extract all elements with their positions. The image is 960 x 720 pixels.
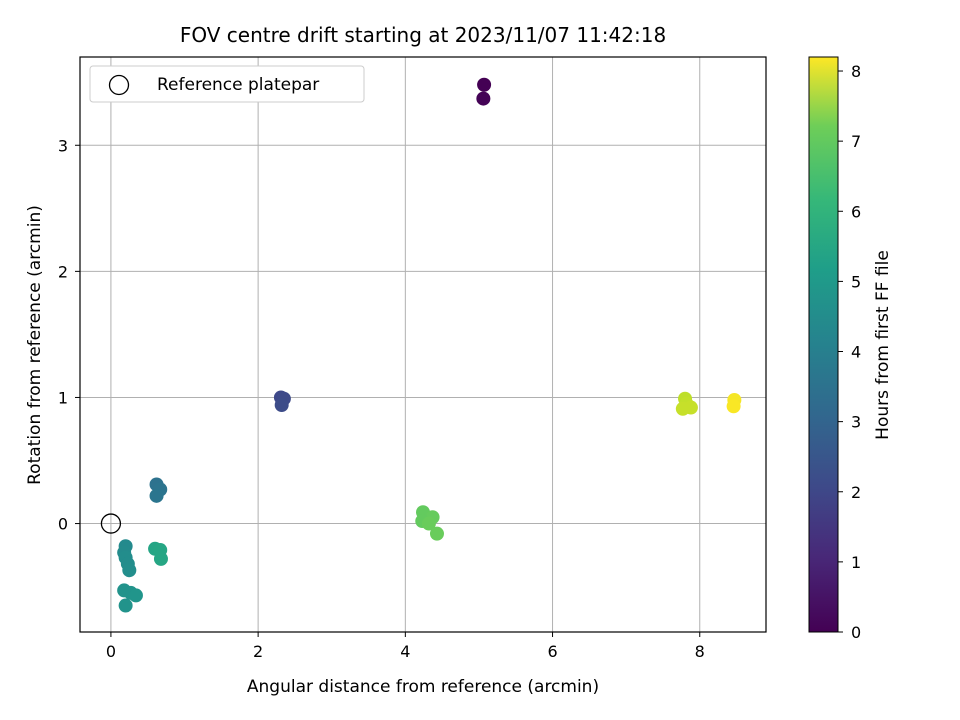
colorbar-gradient bbox=[808, 56, 839, 633]
data-point bbox=[675, 401, 690, 416]
reference-platepar-marker bbox=[100, 513, 122, 534]
x-axis-label: Angular distance from reference (arcmin) bbox=[247, 677, 599, 697]
y-axis-label: Rotation from reference (arcmin) bbox=[25, 205, 45, 485]
data-point bbox=[476, 91, 491, 106]
colorbar-tick-label: 5 bbox=[851, 272, 861, 291]
y-tick-label: 3 bbox=[58, 136, 68, 155]
x-tick-label: 4 bbox=[400, 642, 410, 661]
colorbar-tick-label: 2 bbox=[851, 483, 861, 502]
colorbar-label: Hours from first FF file bbox=[873, 250, 893, 440]
legend-box bbox=[89, 65, 365, 103]
y-tick-label: 1 bbox=[58, 388, 68, 407]
colorbar-tick-label: 1 bbox=[851, 553, 861, 572]
colorbar-ticks: 0 1 2 3 4 5 6 7 8 bbox=[838, 62, 861, 642]
chart-title: FOV centre drift starting at 2023/11/07 … bbox=[180, 23, 666, 47]
data-point bbox=[149, 488, 164, 503]
data-point bbox=[128, 588, 143, 603]
data-point bbox=[274, 398, 289, 413]
y-tick-label: 0 bbox=[58, 515, 68, 534]
data-point bbox=[429, 526, 444, 541]
data-point bbox=[153, 551, 168, 566]
data-point bbox=[118, 598, 133, 613]
data-point bbox=[477, 77, 492, 92]
colorbar-tick-label: 6 bbox=[851, 202, 861, 221]
grid-lines bbox=[80, 57, 766, 632]
colorbar-tick-label: 0 bbox=[851, 623, 861, 642]
x-tick-label: 0 bbox=[106, 642, 116, 661]
y-tick-label: 2 bbox=[58, 262, 68, 281]
x-tick-label: 6 bbox=[547, 642, 557, 661]
x-tick-label: 8 bbox=[695, 642, 705, 661]
legend-label: Reference platepar bbox=[157, 75, 319, 95]
data-point bbox=[726, 399, 741, 414]
colorbar-tick-label: 3 bbox=[851, 413, 861, 432]
data-point bbox=[122, 563, 137, 578]
colorbar: 0 1 2 3 4 5 6 7 8 Hours from first FF file bbox=[808, 56, 893, 642]
x-axis-ticks: 0 2 4 6 8 bbox=[106, 632, 705, 661]
y-axis-ticks: 0 1 2 3 bbox=[58, 136, 80, 534]
colorbar-tick-label: 8 bbox=[851, 62, 861, 81]
colorbar-tick-label: 4 bbox=[851, 343, 861, 362]
plot-frame bbox=[79, 56, 767, 633]
data-point bbox=[421, 516, 436, 531]
reference-marker-group bbox=[100, 513, 122, 534]
colorbar-tick-label: 7 bbox=[851, 132, 861, 151]
legend-marker bbox=[108, 74, 130, 96]
legend: Reference platepar bbox=[89, 65, 365, 103]
x-tick-label: 2 bbox=[253, 642, 263, 661]
scatter-points bbox=[117, 77, 742, 613]
